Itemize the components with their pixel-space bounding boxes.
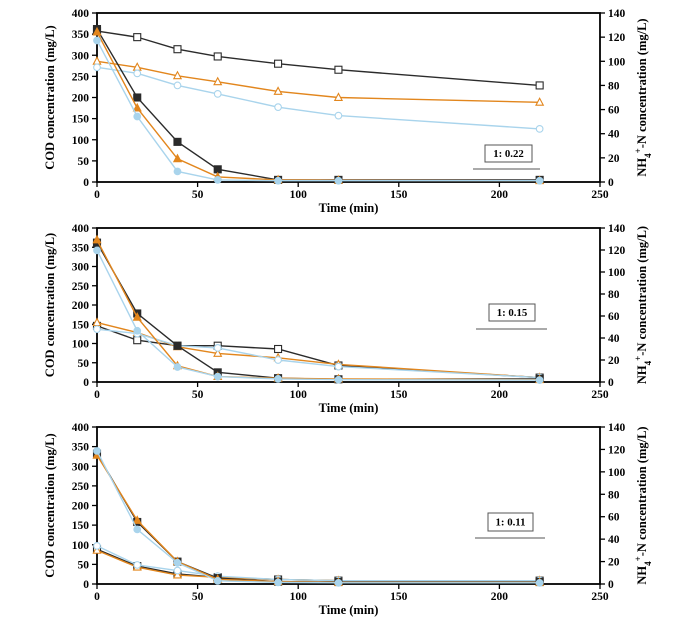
svg-text:120: 120: [608, 245, 626, 257]
svg-text:100: 100: [608, 467, 626, 479]
svg-text:200: 200: [491, 189, 509, 201]
svg-text:100: 100: [72, 135, 90, 147]
svg-text:150: 150: [72, 319, 90, 331]
svg-text:250: 250: [72, 281, 90, 293]
svg-text:1: 0.15: 1: 0.15: [497, 307, 528, 319]
svg-text:300: 300: [72, 262, 90, 274]
svg-text:0: 0: [608, 177, 614, 189]
svg-text:250: 250: [591, 591, 609, 603]
svg-text:250: 250: [591, 189, 609, 201]
svg-text:200: 200: [72, 501, 90, 513]
svg-text:20: 20: [608, 153, 620, 165]
svg-text:1: 0.11: 1: 0.11: [496, 517, 526, 529]
svg-text:100: 100: [608, 267, 626, 279]
svg-text:400: 400: [72, 8, 90, 20]
svg-text:40: 40: [608, 129, 620, 141]
svg-text:200: 200: [72, 93, 90, 105]
svg-text:0: 0: [83, 579, 89, 591]
svg-text:100: 100: [72, 540, 90, 552]
svg-text:80: 80: [608, 80, 620, 92]
svg-text:300: 300: [72, 461, 90, 473]
svg-text:0: 0: [83, 377, 89, 389]
svg-text:250: 250: [591, 389, 609, 401]
svg-text:1: 0.22: 1: 0.22: [493, 148, 524, 160]
svg-text:120: 120: [608, 32, 626, 44]
svg-text:0: 0: [608, 579, 614, 591]
svg-text:400: 400: [72, 422, 90, 434]
svg-text:100: 100: [290, 591, 308, 603]
svg-text:50: 50: [192, 189, 204, 201]
svg-text:150: 150: [390, 389, 408, 401]
svg-text:140: 140: [608, 223, 626, 235]
svg-text:40: 40: [608, 534, 620, 546]
svg-text:50: 50: [192, 389, 204, 401]
svg-text:350: 350: [72, 242, 90, 254]
svg-text:100: 100: [608, 56, 626, 68]
svg-text:200: 200: [491, 591, 509, 603]
svg-text:140: 140: [608, 8, 626, 20]
svg-text:140: 140: [608, 422, 626, 434]
svg-text:Time (min): Time (min): [319, 201, 379, 215]
svg-text:80: 80: [608, 289, 620, 301]
svg-text:20: 20: [608, 557, 620, 569]
svg-text:150: 150: [390, 189, 408, 201]
svg-text:COD concentration (mg/L): COD concentration (mg/L): [43, 25, 57, 169]
svg-text:200: 200: [491, 389, 509, 401]
svg-text:120: 120: [608, 444, 626, 456]
svg-text:Time (min): Time (min): [319, 603, 379, 617]
svg-text:50: 50: [192, 591, 204, 603]
svg-text:350: 350: [72, 29, 90, 41]
svg-text:0: 0: [94, 591, 100, 603]
svg-text:0: 0: [94, 389, 100, 401]
svg-text:0: 0: [83, 177, 89, 189]
svg-text:250: 250: [72, 481, 90, 493]
svg-text:150: 150: [390, 591, 408, 603]
svg-text:200: 200: [72, 300, 90, 312]
svg-text:150: 150: [72, 520, 90, 532]
svg-text:0: 0: [94, 189, 100, 201]
svg-text:80: 80: [608, 489, 620, 501]
svg-text:50: 50: [78, 358, 90, 370]
svg-text:50: 50: [78, 156, 90, 168]
svg-text:100: 100: [290, 189, 308, 201]
svg-text:300: 300: [72, 50, 90, 62]
svg-text:Time (min): Time (min): [319, 401, 379, 415]
svg-text:40: 40: [608, 333, 620, 345]
svg-text:COD concentration (mg/L): COD concentration (mg/L): [43, 433, 57, 577]
svg-text:20: 20: [608, 355, 620, 367]
svg-text:250: 250: [72, 71, 90, 83]
svg-text:50: 50: [78, 559, 90, 571]
svg-text:400: 400: [72, 223, 90, 235]
svg-text:60: 60: [608, 512, 620, 524]
svg-text:350: 350: [72, 442, 90, 454]
svg-text:100: 100: [290, 389, 308, 401]
svg-text:60: 60: [608, 105, 620, 117]
svg-text:0: 0: [608, 377, 614, 389]
svg-text:COD concentration (mg/L): COD concentration (mg/L): [43, 233, 57, 377]
svg-text:60: 60: [608, 311, 620, 323]
svg-text:100: 100: [72, 339, 90, 351]
svg-text:150: 150: [72, 114, 90, 126]
